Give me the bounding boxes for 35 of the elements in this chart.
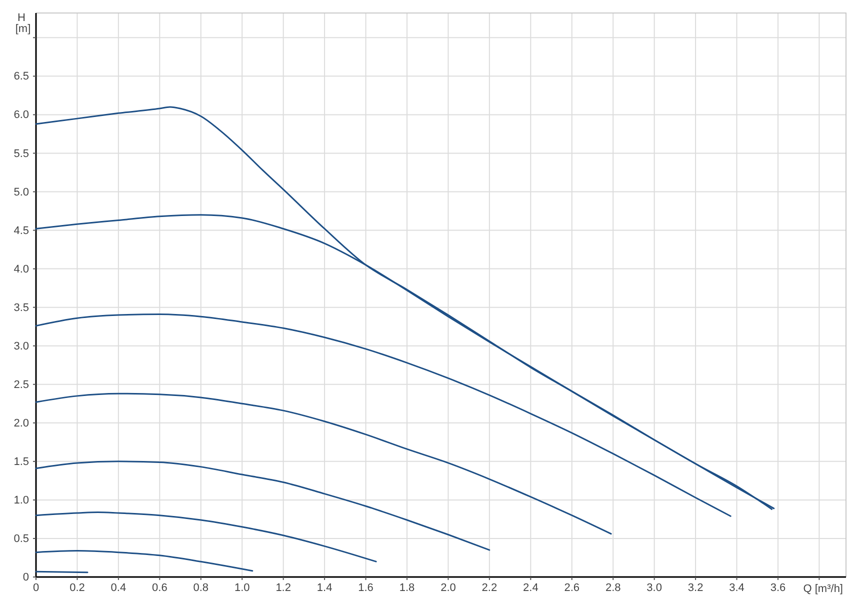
- y-tick-label: 1.5: [14, 456, 29, 468]
- x-tick-label: 0: [32, 582, 40, 594]
- y-tick-label: 4.5: [14, 224, 29, 237]
- y-tick-label: 3.0: [14, 340, 29, 352]
- x-tick-label: 0.2: [70, 582, 85, 594]
- y-tick-label: 5.0: [14, 186, 29, 198]
- x-tick-label: 2.4: [523, 582, 538, 594]
- y-tick-label: 4.0: [14, 263, 29, 276]
- x-tick-label: 3.4: [729, 582, 744, 594]
- y-tick-label: 6.0: [14, 109, 29, 122]
- y-tick-label: 3.5: [14, 302, 29, 314]
- x-tick-label: 2.2: [482, 582, 498, 594]
- x-tick-label: 1.2: [276, 582, 291, 594]
- x-tick-label: 2.8: [605, 582, 621, 594]
- x-tick-label: 2.6: [564, 582, 580, 594]
- y-tick-label: 0: [22, 572, 29, 584]
- x-tick-label: 0.8: [193, 582, 209, 594]
- y-tick-label: 2.5: [14, 378, 29, 391]
- x-axis-title: Q [m³/h]: [803, 583, 843, 595]
- y-tick-label: 0.5: [14, 532, 29, 545]
- y-axis-title: H [m]: [15, 12, 31, 35]
- y-tick-label: 6.5: [14, 70, 29, 83]
- y-tick-label: 1.0: [14, 494, 29, 506]
- x-tick-label: 1.8: [399, 582, 415, 594]
- x-tick-label: 3.6: [770, 582, 786, 594]
- y-tick-label: 5.5: [14, 148, 29, 160]
- x-tick-label: 3.0: [646, 582, 662, 594]
- x-tick-label: 2.0: [440, 582, 456, 594]
- x-tick-label: 1.4: [316, 582, 332, 594]
- x-tick-label: 1.0: [234, 582, 250, 594]
- x-tick-label: 3.2: [688, 582, 704, 594]
- x-tick-label: 1.6: [358, 582, 374, 594]
- x-tick-label: 0.4: [110, 582, 126, 594]
- y-tick-label: 2.0: [14, 417, 29, 430]
- x-tick-label: 0.6: [152, 582, 168, 594]
